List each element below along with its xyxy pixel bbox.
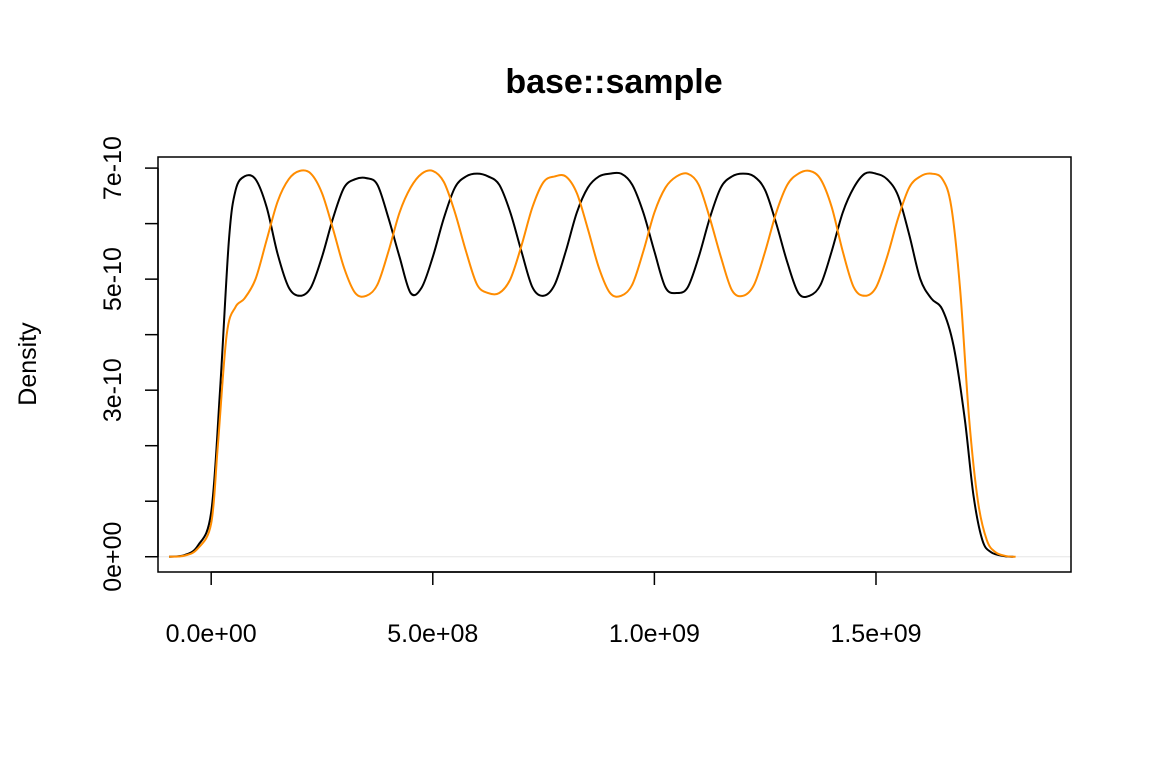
x-axis: 0.0e+00 5.0e+08 1.0e+09 1.5e+09 [166,571,922,648]
x-tick-label: 1.0e+09 [609,620,700,648]
y-tick-label: 0e+00 [99,522,127,592]
y-axis-label: Density [14,322,42,406]
density-line-2 [169,169,1016,558]
density-line-1 [168,171,1014,558]
x-tick-label: 5.0e+08 [387,620,478,648]
x-tick-label: 1.5e+09 [830,620,921,648]
series-lines [168,169,1016,558]
plot-frame [157,156,1072,573]
y-tick-label: 3e-10 [99,358,127,422]
x-tick-label: 0.0e+00 [166,620,257,648]
y-tick-label: 7e-10 [99,136,127,200]
chart-title: base::sample [505,63,722,101]
y-tick-label: 5e-10 [99,247,127,311]
y-axis: 0e+00 3e-10 5e-10 7e-10 [99,136,159,592]
